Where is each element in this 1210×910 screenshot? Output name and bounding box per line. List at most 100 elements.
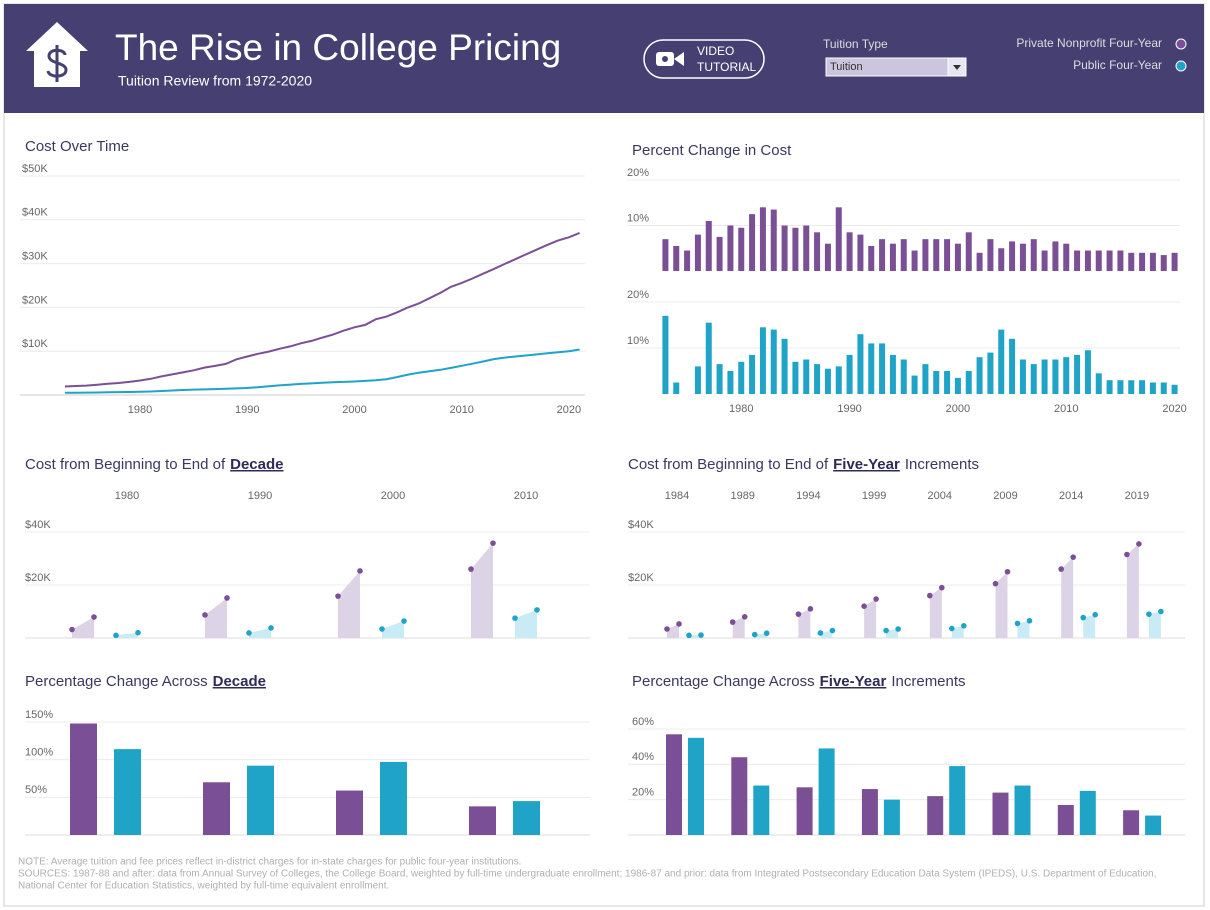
filter-dropdown[interactable]: Tuition [825, 57, 967, 77]
end-dot [676, 621, 682, 627]
bar [1019, 359, 1026, 394]
bar [1009, 338, 1016, 394]
bar [835, 366, 842, 394]
header-title: The Rise in College Pricing [115, 27, 561, 68]
bar [1160, 382, 1167, 394]
category-label: 1989 [730, 490, 754, 502]
bar [1030, 239, 1037, 271]
start-dot [468, 566, 474, 572]
bar [944, 239, 951, 271]
line-series [64, 231, 580, 388]
bar [922, 364, 929, 394]
bar [1074, 250, 1081, 271]
bar [1106, 380, 1113, 394]
bar [922, 239, 929, 271]
y-tick-label: $20K [22, 294, 48, 306]
start-dot [69, 626, 75, 633]
title-text: Percentage Change Across [25, 673, 208, 690]
y-tick-label: $30K [22, 251, 48, 263]
video-button[interactable]: VIDEO TUTORIAL [643, 39, 765, 79]
bar [1117, 250, 1124, 271]
bar [1014, 785, 1031, 835]
bar [684, 250, 691, 271]
bar [1030, 364, 1037, 394]
y-tick-label: $40K [25, 519, 51, 531]
range-area [667, 623, 679, 638]
y-tick-label: $40K [22, 207, 48, 219]
title-text: Cost from Beginning to End of [25, 456, 226, 473]
bar [247, 765, 274, 835]
bar [753, 785, 770, 835]
bar [814, 232, 821, 271]
range-area [820, 630, 833, 638]
bar [1128, 380, 1135, 394]
bar [705, 322, 712, 394]
start-dot [883, 627, 889, 634]
bar [1084, 350, 1091, 394]
start-dot [202, 612, 208, 618]
bar [868, 343, 875, 394]
filter-label: Tuition Type [823, 37, 888, 51]
end-dot [807, 606, 814, 612]
end-dot [939, 584, 945, 591]
y-tick-label: 60% [632, 716, 654, 728]
bar [883, 799, 900, 835]
title-link[interactable]: Decade [213, 673, 266, 690]
start-dot [664, 626, 670, 632]
button-outline[interactable] [643, 39, 765, 79]
start-dot [1014, 620, 1021, 627]
button-text[interactable]: TUTORIAL [697, 60, 756, 74]
range-area [116, 632, 138, 638]
start-dot [927, 592, 933, 599]
bar [694, 234, 701, 271]
bar [1128, 252, 1135, 271]
range-area [1148, 611, 1161, 638]
legend: Private Nonprofit Four-Year Public Four-Y… [1016, 36, 1187, 72]
bar [1084, 250, 1091, 271]
start-dot [1058, 566, 1064, 572]
title-link[interactable]: Five-Year [833, 456, 900, 473]
bar [814, 364, 821, 394]
bar [1079, 790, 1096, 835]
bar [1074, 354, 1081, 394]
bar [846, 232, 853, 271]
bar [987, 352, 994, 394]
range-area [1083, 614, 1096, 638]
range-area [754, 633, 767, 638]
note: NOTE: Average tuition and fee prices ref… [18, 857, 521, 868]
category-label: 1990 [248, 490, 272, 502]
bar [688, 737, 704, 835]
category-label: 2000 [381, 490, 405, 502]
bar [1149, 382, 1156, 394]
x-tick-label: 2020 [557, 404, 581, 416]
legend-swatch [1175, 38, 1187, 50]
range-area [995, 571, 1008, 638]
bar [792, 227, 799, 271]
button-text[interactable]: VIDEO [697, 44, 734, 58]
bar [868, 245, 875, 271]
x-tick-label: 1980 [729, 403, 753, 415]
note: SOURCES: 1987-88 and after: data from An… [18, 869, 1156, 880]
end-dot [698, 632, 704, 638]
camera-dot [662, 56, 668, 62]
bar [469, 806, 496, 835]
bar [1041, 359, 1048, 394]
bar [380, 761, 407, 835]
bar [513, 801, 540, 835]
start-dot [992, 580, 999, 587]
bar [1149, 252, 1156, 271]
y-tick-label: 20% [632, 787, 654, 799]
bar [781, 338, 788, 394]
y-tick-label: $40K [628, 519, 654, 531]
start-dot [861, 603, 867, 609]
y-tick-label: 40% [632, 751, 654, 763]
title-link[interactable]: Decade [230, 456, 283, 473]
title-link[interactable]: Five-Year [820, 673, 887, 690]
bar [1052, 359, 1059, 394]
dropdown-value[interactable]: Tuition [830, 61, 863, 73]
bar [954, 243, 961, 271]
range-area [929, 587, 942, 638]
end-dot [490, 540, 496, 546]
bar [992, 792, 1009, 835]
start-dot [729, 619, 736, 625]
